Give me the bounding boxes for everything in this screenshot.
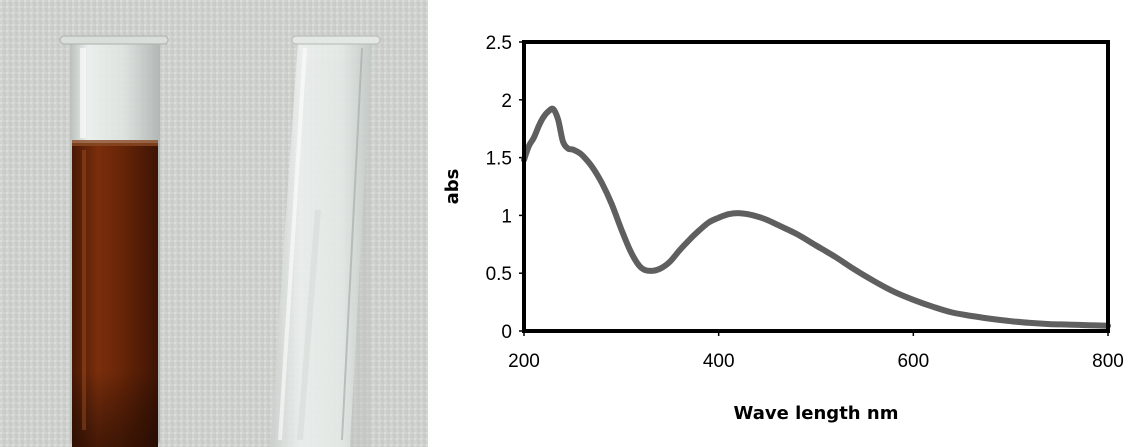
plot-area-border [522, 40, 1110, 333]
x-tick-label: 800 [1092, 351, 1124, 372]
y-tick-label: 1.5 [486, 149, 512, 170]
absorbance-chart: 0 0.5 1 1.5 2 2.5 200 400 600 800 abs Wave lengt… [442, 33, 1124, 424]
y-tick-label: 2.5 [486, 33, 512, 54]
x-tick-label: 400 [703, 351, 735, 372]
y-tick-label: 1 [501, 206, 512, 227]
absorbance-series-line [521, 105, 1111, 329]
test-tube-photo [0, 0, 428, 447]
y-axis-ticks: 0 0.5 1 1.5 2 2.5 [486, 33, 524, 343]
y-tick-label: 0 [501, 322, 512, 343]
x-tick-label: 600 [897, 351, 929, 372]
brown-solution-tube [59, 35, 169, 447]
y-axis-title: abs [442, 169, 463, 205]
x-axis-title: Wave length nm [734, 403, 899, 424]
y-tick-label: 2 [501, 91, 512, 112]
clear-solution-tube [270, 35, 381, 447]
x-tick-label: 200 [508, 351, 540, 372]
y-tick-label: 0.5 [486, 264, 512, 285]
x-axis-ticks: 200 400 600 800 [508, 331, 1124, 372]
series-layer [521, 105, 1111, 329]
